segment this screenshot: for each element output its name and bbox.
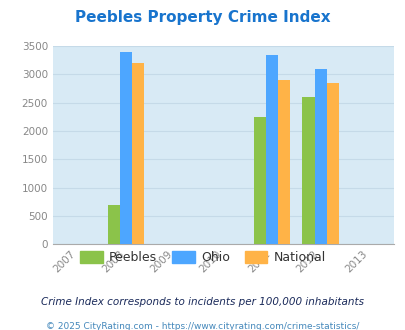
Text: © 2025 CityRating.com - https://www.cityrating.com/crime-statistics/: © 2025 CityRating.com - https://www.city… [46, 322, 359, 330]
Bar [107, 205, 119, 244]
Bar [302, 97, 314, 244]
Bar [265, 55, 277, 244]
Legend: Peebles, Ohio, National: Peebles, Ohio, National [75, 246, 330, 269]
Bar [326, 83, 338, 244]
Bar [253, 117, 265, 244]
Text: Peebles Property Crime Index: Peebles Property Crime Index [75, 10, 330, 25]
Text: Crime Index corresponds to incidents per 100,000 inhabitants: Crime Index corresponds to incidents per… [41, 297, 364, 307]
Bar [277, 80, 290, 244]
Bar [314, 69, 326, 244]
Bar [119, 52, 132, 244]
Bar [132, 63, 144, 244]
